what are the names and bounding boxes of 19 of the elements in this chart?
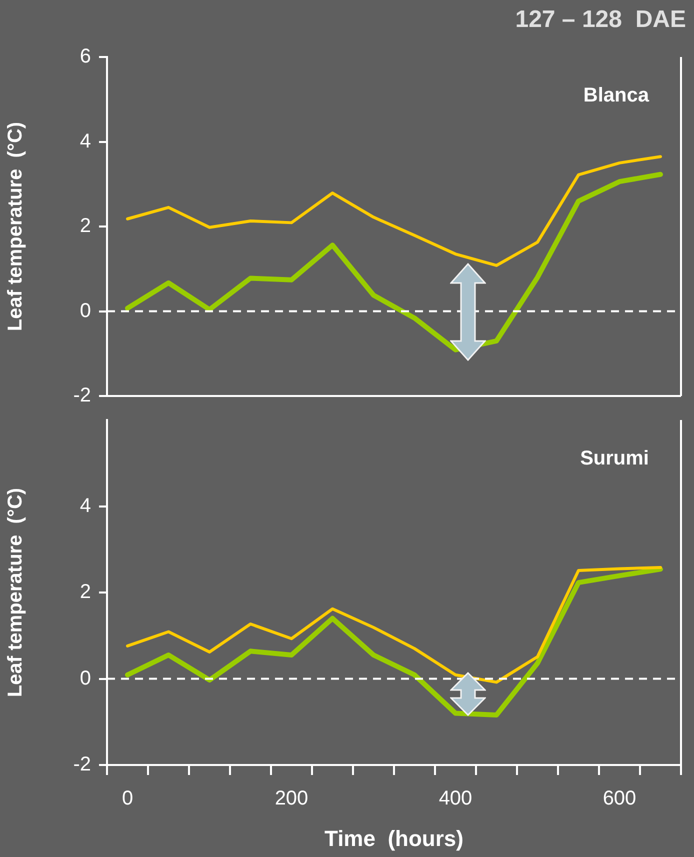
y-tick-label: 2 bbox=[80, 215, 91, 238]
x-tick-label: 400 bbox=[438, 788, 472, 810]
text: Blanca bbox=[583, 84, 650, 107]
x-tick-label: 200 bbox=[274, 788, 308, 810]
y-tick-label: 2 bbox=[80, 581, 91, 604]
x-axis-title: Time (hours) bbox=[324, 826, 464, 851]
y-tick-label: -2 bbox=[73, 384, 91, 407]
y-tick-label: 4 bbox=[80, 130, 91, 152]
y-tick-label: -2 bbox=[73, 754, 91, 776]
x-tick-label: 0 bbox=[122, 788, 134, 810]
y-axis-title: Leaf temperature (°C) bbox=[4, 488, 27, 698]
text: Surumi bbox=[580, 448, 649, 470]
text: 127 – 128 DAE bbox=[515, 6, 686, 34]
y-tick-label: 6 bbox=[80, 46, 91, 68]
y-axis-title: Leaf temperature (°C) bbox=[4, 122, 27, 332]
x-tick-label: 600 bbox=[602, 788, 636, 810]
y-tick-label: 0 bbox=[80, 667, 91, 690]
y-tick-label: 0 bbox=[80, 300, 91, 322]
y-tick-label: 4 bbox=[80, 494, 91, 517]
